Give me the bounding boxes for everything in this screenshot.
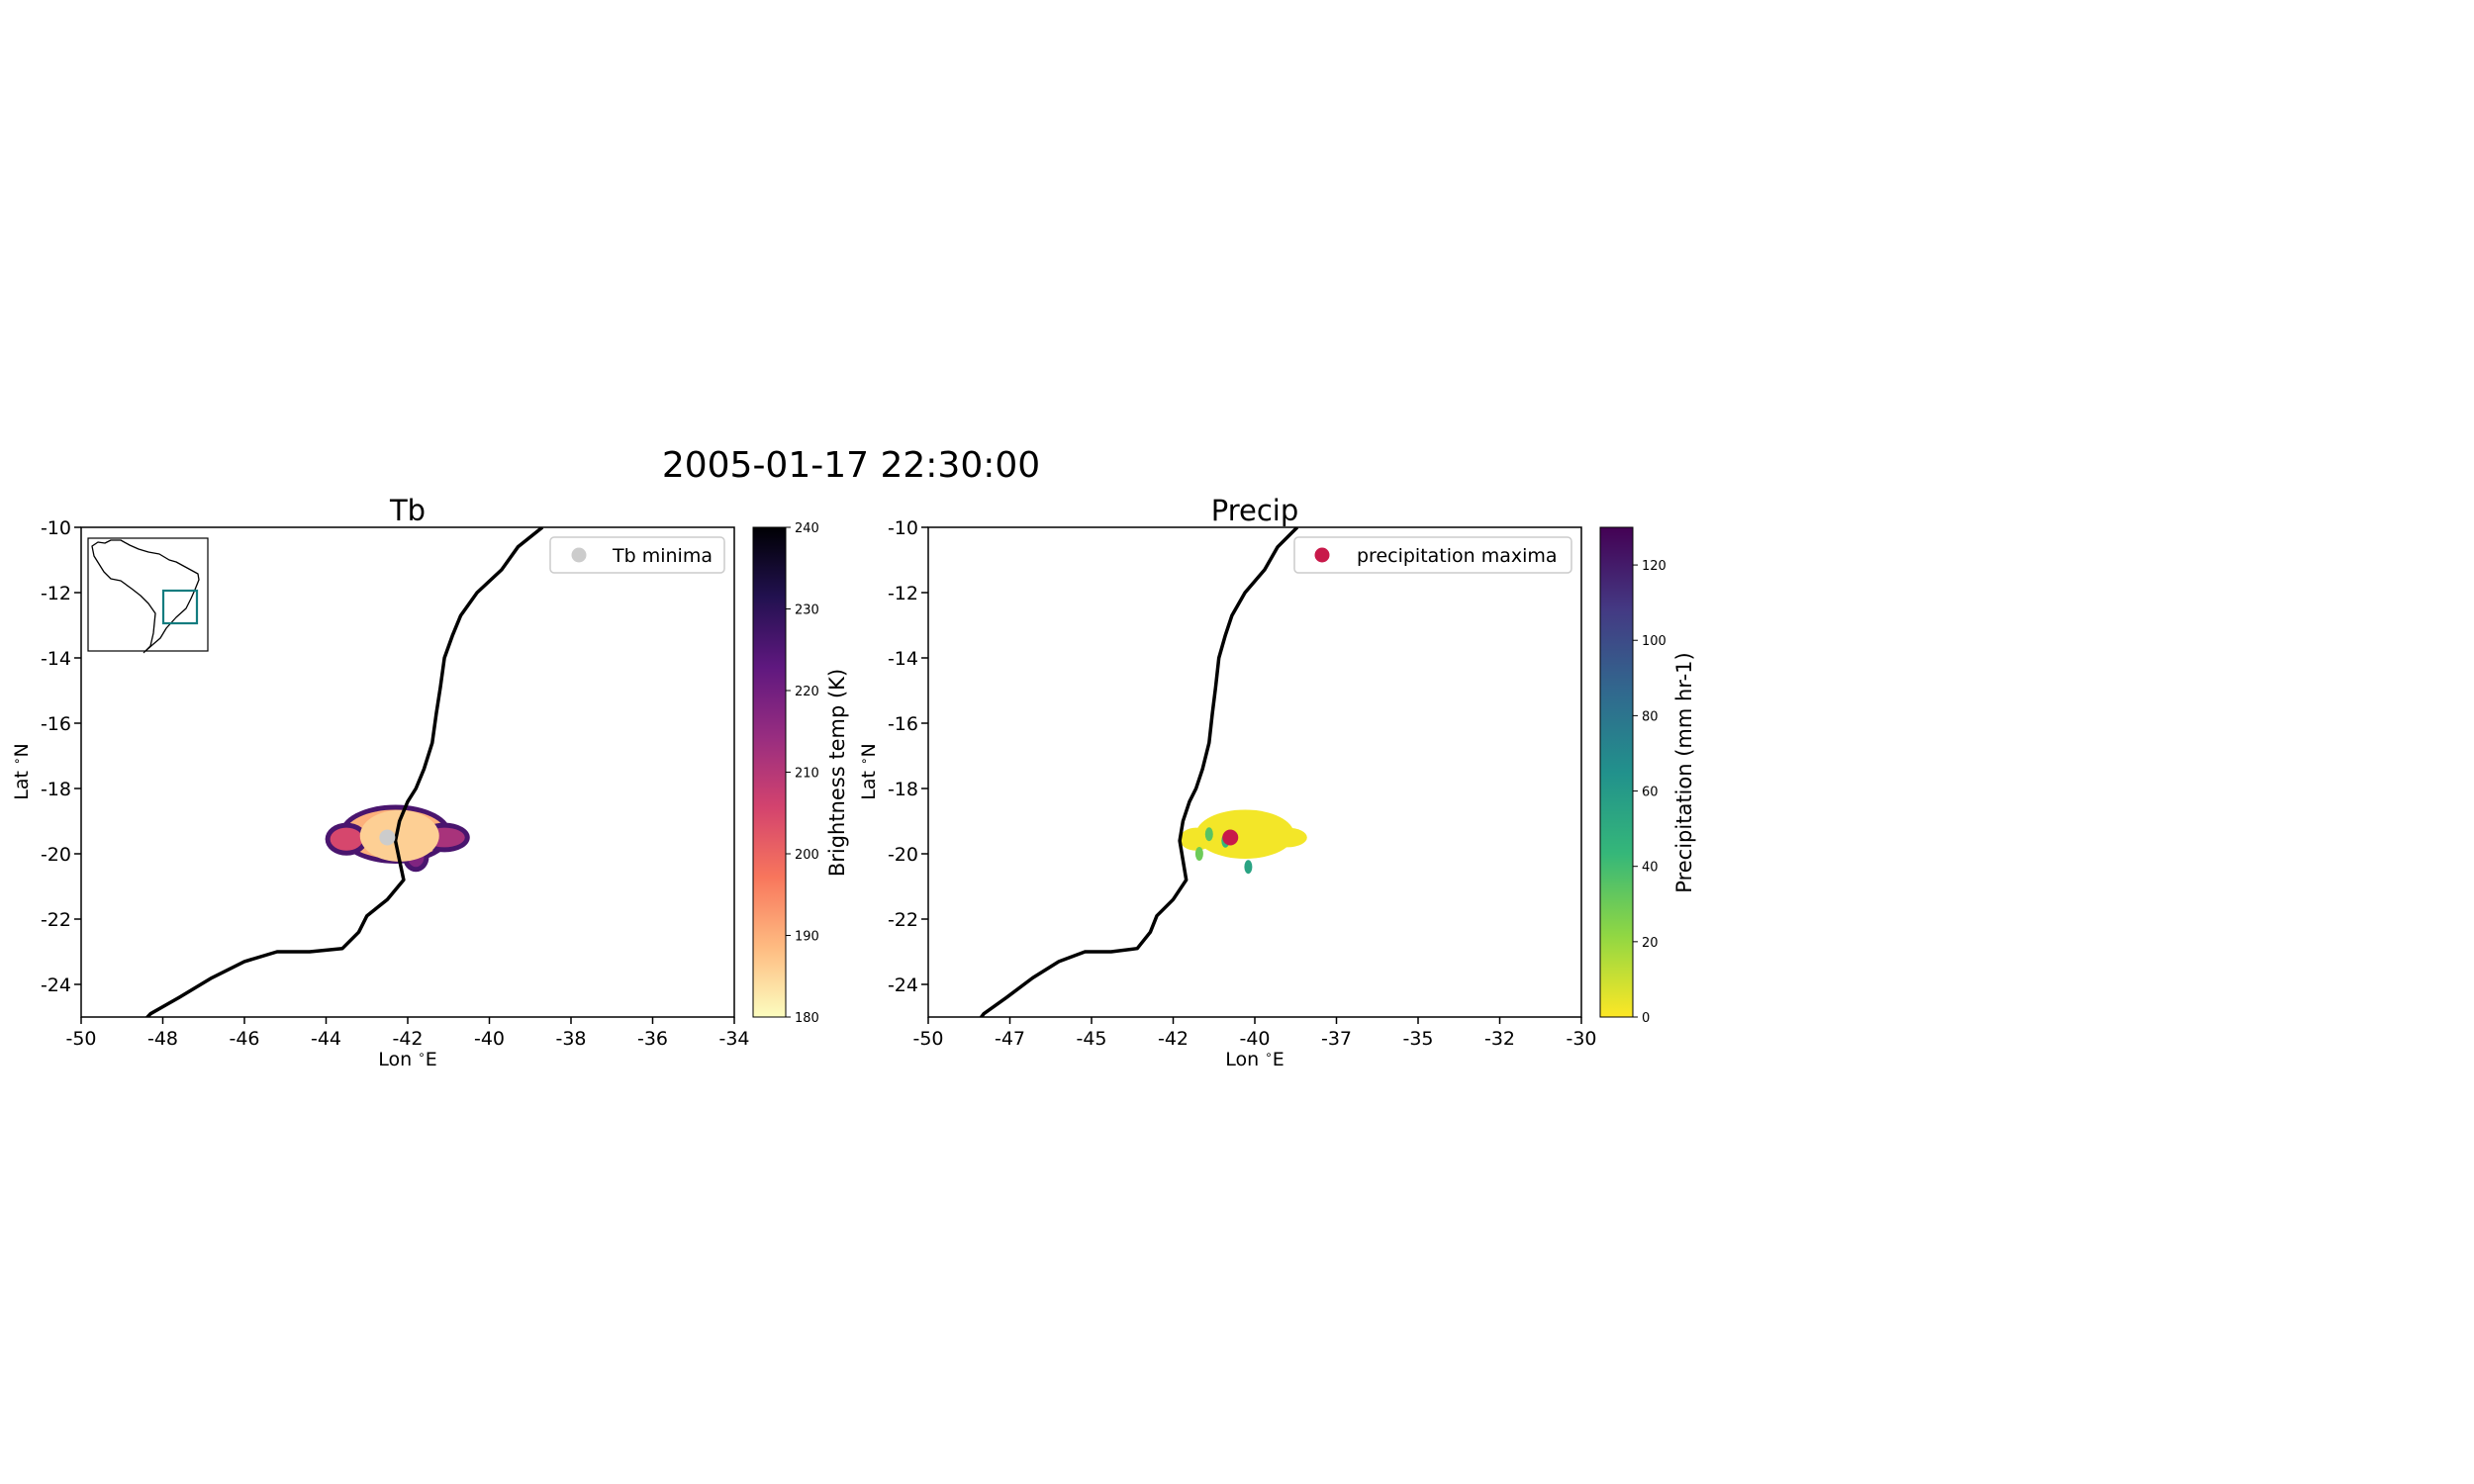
precip-rain-cell: [1204, 827, 1213, 842]
precip-legend: precipitation maxima: [1293, 536, 1572, 574]
figure-title: 2005-01-17 22:30:00: [662, 445, 1040, 486]
tb-x-tick-label: -44: [311, 1028, 341, 1050]
tb-colorbar: [753, 527, 786, 1017]
tb-x-axis-label: Lon ∘E: [378, 1048, 437, 1070]
tb-x-tick-label: -38: [555, 1028, 586, 1050]
tb-y-tick-label: -16: [41, 713, 71, 735]
tb-legend: Tb minima: [549, 536, 725, 574]
precip-y-tick-label: -16: [888, 713, 918, 735]
tb-colorbar-tick-label: 220: [795, 685, 819, 699]
tb-x-tick-label: -40: [474, 1028, 505, 1050]
precip-y-tick-label: -12: [888, 583, 918, 604]
precip-field-blob: [1268, 827, 1307, 848]
precip-colorbar-tick-label: 0: [1642, 1011, 1650, 1026]
tb-colorbar-tick-label: 240: [795, 521, 819, 536]
precip-y-tick-label: -18: [888, 779, 918, 800]
precip-colorbar-tick-label: 100: [1642, 634, 1666, 649]
inset-south-america-outline: [91, 539, 200, 652]
precip-colorbar-tick-label: 20: [1642, 936, 1659, 951]
tb-x-tick-label: -34: [718, 1028, 749, 1050]
tb-minima-marker: [379, 829, 396, 846]
precip-rain-cell: [1194, 847, 1203, 861]
precip-x-tick-label: -37: [1321, 1028, 1352, 1050]
precip-colorbar-tick-label: 120: [1642, 559, 1666, 574]
precip-y-ticks: -10 -12 -14 -16 -18 -20 -22 -24: [888, 517, 928, 996]
inset-domain-box: [161, 589, 199, 625]
precip-x-tick-label: -42: [1158, 1028, 1189, 1050]
tb-field: [325, 804, 470, 873]
precip-colorbar-frame: [1599, 526, 1634, 1018]
precip-colorbar-tick-label: 80: [1642, 709, 1659, 724]
tb-y-tick-label: -24: [41, 974, 71, 996]
precip-coastline: [979, 527, 1299, 1017]
precip-axes-frame: [927, 526, 1582, 1018]
precip-colorbar-tick-label: 40: [1642, 861, 1659, 876]
precip-legend-marker: [1314, 547, 1330, 563]
precip-legend-label: precipitation maxima: [1357, 545, 1558, 567]
tb-legend-label: Tb minima: [612, 545, 713, 567]
precip-colorbar-ticks: 0 20 40 60 80 100 120: [1633, 559, 1666, 1026]
tb-x-tick-label: -36: [637, 1028, 668, 1050]
tb-y-tick-label: -20: [41, 844, 71, 866]
inset-map: [87, 537, 209, 654]
tb-x-tick-label: -42: [392, 1028, 423, 1050]
precip-x-ticks: -50 -47 -45 -42 -40 -37 -35 -32 -30: [912, 1017, 1597, 1050]
precip-y-tick-label: -10: [888, 517, 918, 539]
tb-colorbar-ticks: 180 190 200 210 220 230 240: [786, 521, 819, 1026]
precip-field-blob: [1180, 827, 1213, 851]
tb-x-tick-label: -46: [229, 1028, 259, 1050]
tb-field-blob: [330, 827, 363, 851]
tb-y-tick-label: -12: [41, 583, 71, 604]
tb-colorbar-tick-label: 200: [795, 848, 819, 863]
tb-coastline: [144, 527, 544, 1017]
tb-y-ticks: -10 -12 -14 -16 -18 -20 -22 -24: [41, 517, 81, 996]
tb-colorbar-tick-label: 190: [795, 930, 819, 945]
precip-maxima-marker: [1222, 829, 1239, 846]
precip-x-tick-label: -47: [995, 1028, 1025, 1050]
tb-y-axis-label: Lat ∘N: [10, 743, 33, 799]
precip-y-tick-label: -14: [888, 648, 918, 670]
precip-y-tick-label: -22: [888, 909, 918, 931]
tb-colorbar-tick-label: 210: [795, 767, 819, 782]
precip-x-tick-label: -50: [912, 1028, 943, 1050]
precip-x-tick-label: -40: [1239, 1028, 1270, 1050]
precip-colorbar: [1600, 527, 1633, 1017]
tb-y-tick-label: -10: [41, 517, 71, 539]
precip-field-blob: [1195, 809, 1294, 859]
precip-field: [1180, 809, 1307, 875]
tb-field-core: [359, 809, 439, 862]
precip-x-tick-label: -45: [1076, 1028, 1106, 1050]
precip-x-tick-label: -32: [1484, 1028, 1515, 1050]
tb-colorbar-label: Brightness temp (K): [825, 669, 849, 877]
tb-colorbar-tick-label: 180: [795, 1011, 819, 1026]
precip-colorbar-tick-label: 60: [1642, 786, 1659, 800]
precip-y-tick-label: -24: [888, 974, 918, 996]
precip-y-axis-label: Lat ∘N: [857, 743, 880, 799]
precip-x-axis-label: Lon ∘E: [1225, 1048, 1285, 1070]
precip-panel: Precip -50 -47 -45 -42 -40 -37 -35 -32 -30 -10-1…: [857, 494, 1696, 1070]
tb-panel: Tb -50 -48 -46 -44 -42 -40 -38 -36 -34 -10 -12 -14…: [10, 494, 849, 1070]
precip-y-tick-label: -20: [888, 844, 918, 866]
precip-panel-title: Precip: [1211, 494, 1299, 527]
tb-x-tick-label: -48: [147, 1028, 178, 1050]
tb-legend-marker: [571, 547, 587, 563]
precip-rain-cell: [1244, 860, 1253, 875]
tb-y-tick-label: -22: [41, 909, 71, 931]
tb-x-ticks: -50 -48 -46 -44 -42 -40 -38 -36 -34: [65, 1017, 750, 1050]
precip-x-tick-label: -30: [1566, 1028, 1596, 1050]
precip-x-tick-label: -35: [1402, 1028, 1433, 1050]
tb-panel-title: Tb: [389, 494, 426, 527]
inset-south-america-tip: [143, 650, 146, 654]
precip-colorbar-label: Precipitation (mm hr-1): [1672, 652, 1696, 892]
tb-colorbar-tick-label: 230: [795, 603, 819, 618]
tb-y-tick-label: -14: [41, 648, 71, 670]
tb-y-tick-label: -18: [41, 779, 71, 800]
tb-x-tick-label: -50: [65, 1028, 96, 1050]
